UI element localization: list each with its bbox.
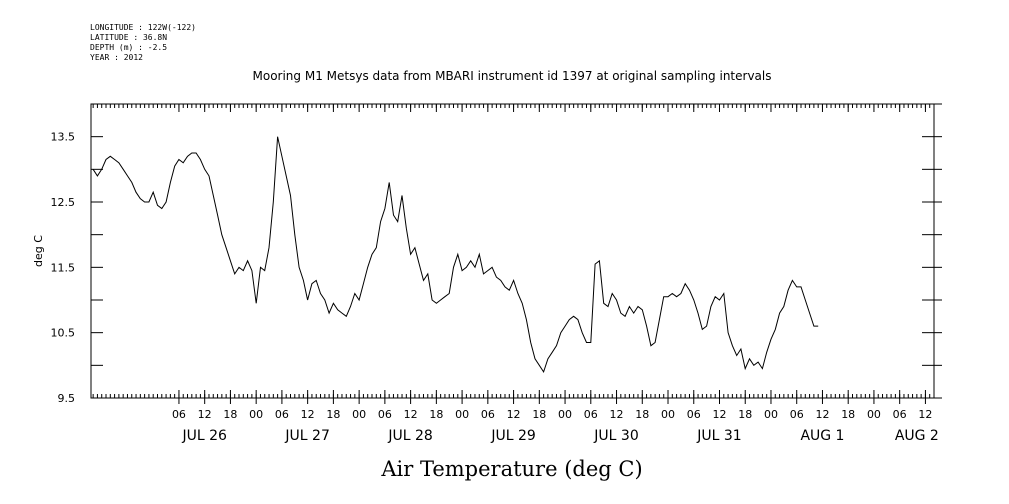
x-tick-label: 12 [404, 408, 418, 421]
x-tick-labels: 06 12 18 00 06 12 18 00 06 12 18 00 06 12 18 00 06 12 18 00… [172, 408, 932, 421]
x-tick-label: 06 [378, 408, 392, 421]
x-tick-label: 18 [429, 408, 443, 421]
depth-text: DEPTH (m) : -2.5 [90, 43, 167, 52]
x-axis-ticks [178, 104, 926, 404]
y-tick-label: 10.5 [51, 327, 76, 340]
x-tick-label: 18 [738, 408, 752, 421]
x-tick-label: 06 [687, 408, 701, 421]
x-axis-title: Air Temperature (deg C) [380, 457, 642, 481]
x-tick-label: 12 [712, 408, 726, 421]
y-tick-label: 11.5 [51, 261, 76, 274]
x-tick-label: 18 [532, 408, 546, 421]
year-text: YEAR : 2012 [90, 53, 143, 62]
x-tick-label: 12 [198, 408, 212, 421]
x-tick-label: 12 [918, 408, 932, 421]
x-tick-label: 18 [841, 408, 855, 421]
x-tick-label: 06 [172, 408, 186, 421]
header-info: LONGITUDE : 122W(-122) LATITUDE : 36.8N … [90, 23, 196, 62]
x-tick-label: 18 [635, 408, 649, 421]
y-tick-label: 12.5 [51, 196, 76, 209]
day-label: AUG 2 [895, 428, 939, 444]
x-tick-label: 06 [584, 408, 598, 421]
y-tick-label: 9.5 [58, 392, 76, 405]
x-tick-label: 12 [507, 408, 521, 421]
day-label: JUL 26 [181, 428, 227, 444]
day-labels: JUL 26 JUL 27 JUL 28 JUL 29 JUL 30 JUL 31 AUG … [181, 428, 938, 444]
x-tick-label: 06 [893, 408, 907, 421]
x-tick-label: 00 [867, 408, 881, 421]
y-axis-ticks [91, 103, 942, 399]
day-label: AUG 1 [800, 428, 844, 444]
x-tick-label: 00 [661, 408, 675, 421]
day-label: JUL 30 [593, 428, 638, 444]
y-axis-label: deg C [32, 235, 45, 267]
x-tick-label: 00 [558, 408, 572, 421]
x-tick-label: 06 [481, 408, 495, 421]
series-line [92, 136, 819, 374]
x-tick-label: 12 [610, 408, 624, 421]
x-tick-label: 00 [352, 408, 366, 421]
chart-title: Mooring M1 Metsys data from MBARI instru… [253, 69, 772, 83]
x-tick-label: 00 [249, 408, 263, 421]
x-tick-label: 00 [764, 408, 778, 421]
x-tick-label: 18 [326, 408, 340, 421]
x-tick-label: 12 [301, 408, 315, 421]
x-tick-label: 06 [790, 408, 804, 421]
longitude-text: LONGITUDE : 122W(-122) [90, 23, 196, 32]
y-tick-labels: 9.5 10.5 11.5 12.5 13.5 [51, 131, 76, 405]
plot-frame [90, 103, 935, 399]
x-tick-label: 18 [223, 408, 237, 421]
y-tick-label: 13.5 [51, 131, 76, 144]
x-minor-ticks [92, 104, 935, 398]
day-label: JUL 27 [284, 428, 329, 444]
x-tick-label: 00 [455, 408, 469, 421]
latitude-text: LATITUDE : 36.8N [90, 33, 167, 42]
day-label: JUL 29 [490, 428, 535, 444]
x-tick-label: 06 [275, 408, 289, 421]
day-label: JUL 31 [696, 428, 741, 444]
day-label: JUL 28 [387, 428, 432, 444]
x-tick-label: 12 [815, 408, 829, 421]
